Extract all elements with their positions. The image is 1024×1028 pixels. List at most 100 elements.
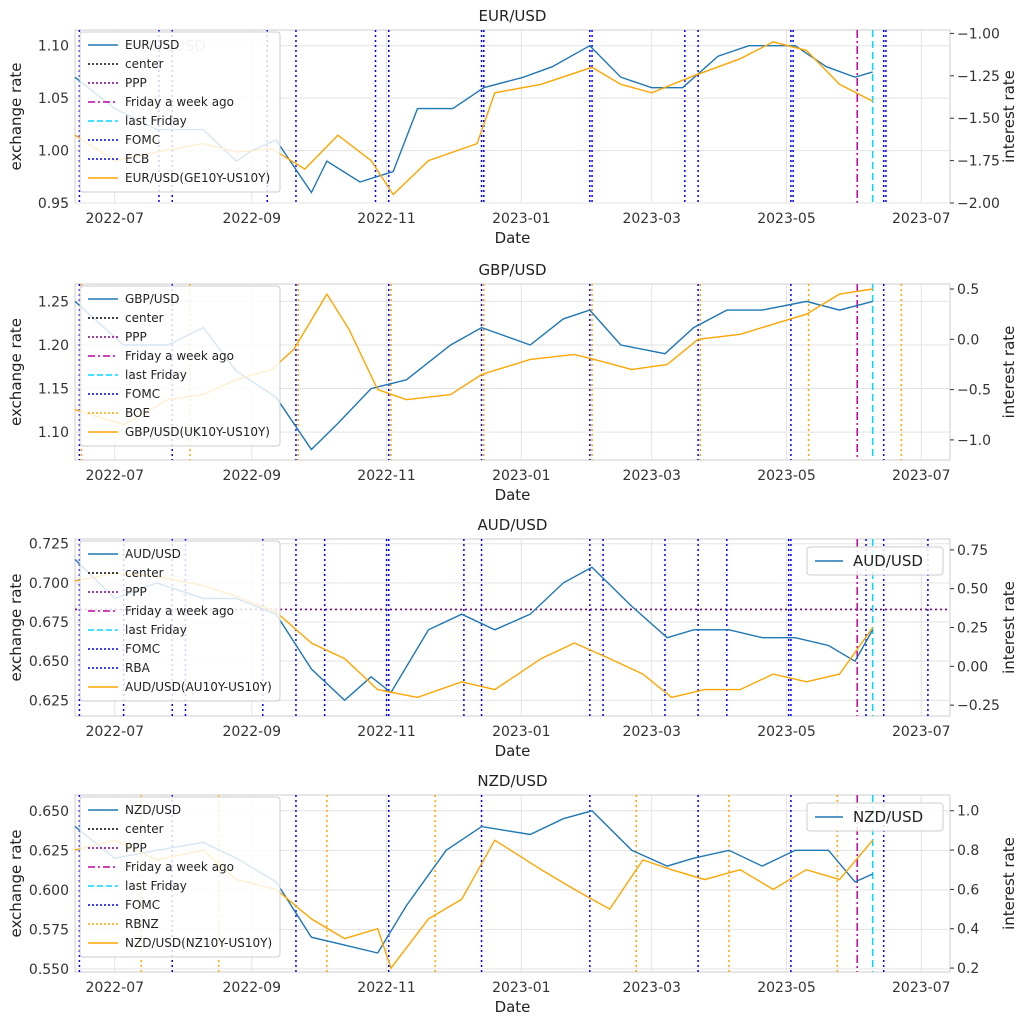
y-tick-right: −1.0: [957, 433, 991, 449]
x-tick-label: 2022-11: [357, 724, 416, 740]
x-axis-label: Date: [495, 486, 531, 504]
legend-box: [79, 31, 281, 193]
chart-panel-aud-usd: 0.625 0.650 0.675 0.700 0.725 −0.25 0.00 0.25 0.…: [7, 516, 1018, 760]
x-tick-label: 2023-01: [492, 980, 551, 996]
x-axis-label: Date: [495, 998, 531, 1016]
x-tick-label: 2022-07: [86, 211, 145, 227]
legend-entry: Friday a week ago: [125, 604, 234, 618]
legend-entry: RBA: [125, 661, 151, 675]
legend-entry: PPP: [125, 841, 147, 855]
x-tick-label: 2023-07: [892, 211, 951, 227]
x-tick-label: 2023-05: [757, 980, 816, 996]
x-tick-label: 2023-01: [492, 468, 551, 484]
x-tick-label: 2022-09: [223, 980, 282, 996]
legend-entry: FOMC: [125, 898, 160, 912]
y-tick-left: 1.10: [38, 425, 69, 441]
legend-entry: AUD/USD: [125, 547, 181, 561]
x-tick-label: 2022-11: [357, 211, 416, 227]
legend-entry: last Friday: [125, 114, 187, 128]
legend-box: [79, 285, 281, 447]
y-tick-left: 0.725: [29, 537, 69, 553]
y-tick-right: −1.25: [957, 69, 1000, 85]
legend-entry: Friday a week ago: [125, 95, 234, 109]
legend-entry: FOMC: [125, 642, 160, 656]
y-tick-left: 1.15: [38, 382, 69, 398]
x-tick-label: 2023-07: [892, 468, 951, 484]
legend-right-box: [806, 802, 944, 832]
x-tick-label: 2022-07: [86, 468, 145, 484]
y-tick-left: 1.20: [38, 338, 69, 354]
y-tick-left: 0.625: [29, 843, 69, 859]
x-tick-label: 2023-01: [492, 724, 551, 740]
legend-entry: Friday a week ago: [125, 860, 234, 874]
legend-entry: center: [125, 57, 164, 71]
legend-entry: PPP: [125, 585, 147, 599]
y-tick-right: 0.75: [957, 543, 988, 559]
y-tick-left: 0.550: [29, 962, 69, 978]
legend-entry: center: [125, 566, 164, 580]
y-tick-right: −1.75: [957, 154, 1000, 170]
y-tick-right: 0.2: [957, 961, 979, 977]
y-tick-left: 1.25: [38, 294, 69, 310]
y-tick-right: 0.25: [957, 621, 988, 637]
y-tick-right: 0.4: [957, 922, 979, 938]
legend-entry: EUR/USD(GE10Y-US10Y): [125, 171, 270, 185]
chart-title: NZD/USD: [477, 772, 547, 790]
legend-entry: center: [125, 311, 164, 325]
legend-entry: FOMC: [125, 387, 160, 401]
legend-box: [79, 540, 281, 702]
y-axis-label-right: interest rate: [1000, 581, 1018, 674]
legend-entry: Friday a week ago: [125, 349, 234, 363]
chart-panel-gbp-usd: 1.10 1.15 1.20 1.25 −1.0 −0.5 0.0 0.5 2022-07 202…: [7, 261, 1018, 504]
y-tick-left: 0.650: [29, 804, 69, 820]
legend-entry: GBP/USD(UK10Y-US10Y): [125, 425, 270, 439]
x-tick-label: 2023-03: [622, 724, 681, 740]
y-axis-label-right: interest rate: [1000, 70, 1018, 163]
legend-entry: NZD/USD(NZ10Y-US10Y): [125, 936, 272, 950]
y-axis-label-left: exchange rate: [7, 62, 25, 170]
legend-entry: PPP: [125, 76, 147, 90]
y-tick-right: −1.50: [957, 111, 1000, 127]
y-tick-left: 0.600: [29, 883, 69, 899]
y-tick-right: 1.0: [957, 804, 979, 820]
y-axis-label-left: exchange rate: [7, 573, 25, 681]
x-tick-label: 2023-07: [892, 980, 951, 996]
x-tick-label: 2023-05: [757, 468, 816, 484]
y-tick-right: −1.00: [957, 26, 1000, 42]
legend-entry: EUR/USD: [125, 38, 179, 52]
legend-entry: RBNZ: [125, 917, 159, 931]
legend-right-label: AUD/USD: [853, 552, 923, 570]
x-tick-label: 2022-09: [223, 211, 282, 227]
x-axis-label: Date: [495, 229, 531, 247]
y-tick-left: 0.650: [29, 654, 69, 670]
x-tick-label: 2022-09: [223, 468, 282, 484]
x-tick-label: 2023-03: [622, 468, 681, 484]
legend-entry: last Friday: [125, 368, 187, 382]
y-tick-right: 0.5: [957, 282, 979, 298]
x-tick-label: 2023-03: [622, 211, 681, 227]
y-tick-left: 0.95: [38, 196, 69, 212]
y-tick-right: −0.25: [957, 698, 1000, 714]
legend-right-label: NZD/USD: [853, 808, 923, 826]
y-tick-left: 0.625: [29, 693, 69, 709]
y-tick-right: 0.8: [957, 843, 979, 859]
legend-entry: BOE: [125, 406, 150, 420]
y-tick-left: 0.675: [29, 615, 69, 631]
chart-title: EUR/USD: [479, 7, 547, 25]
x-tick-label: 2023-07: [892, 724, 951, 740]
legend-right-box: [806, 546, 944, 576]
y-tick-right: −2.00: [957, 196, 1000, 212]
x-tick-label: 2022-11: [357, 980, 416, 996]
y-tick-right: 0.0: [957, 332, 979, 348]
x-tick-label: 2022-11: [357, 468, 416, 484]
x-tick-label: 2023-03: [622, 980, 681, 996]
legend-entry: last Friday: [125, 623, 187, 637]
x-tick-label: 2023-05: [757, 724, 816, 740]
legend-entry: FOMC: [125, 133, 160, 147]
y-tick-right: 0.50: [957, 582, 988, 598]
x-tick-label: 2022-09: [223, 724, 282, 740]
legend-entry: last Friday: [125, 879, 187, 893]
chart-title: GBP/USD: [478, 261, 546, 279]
